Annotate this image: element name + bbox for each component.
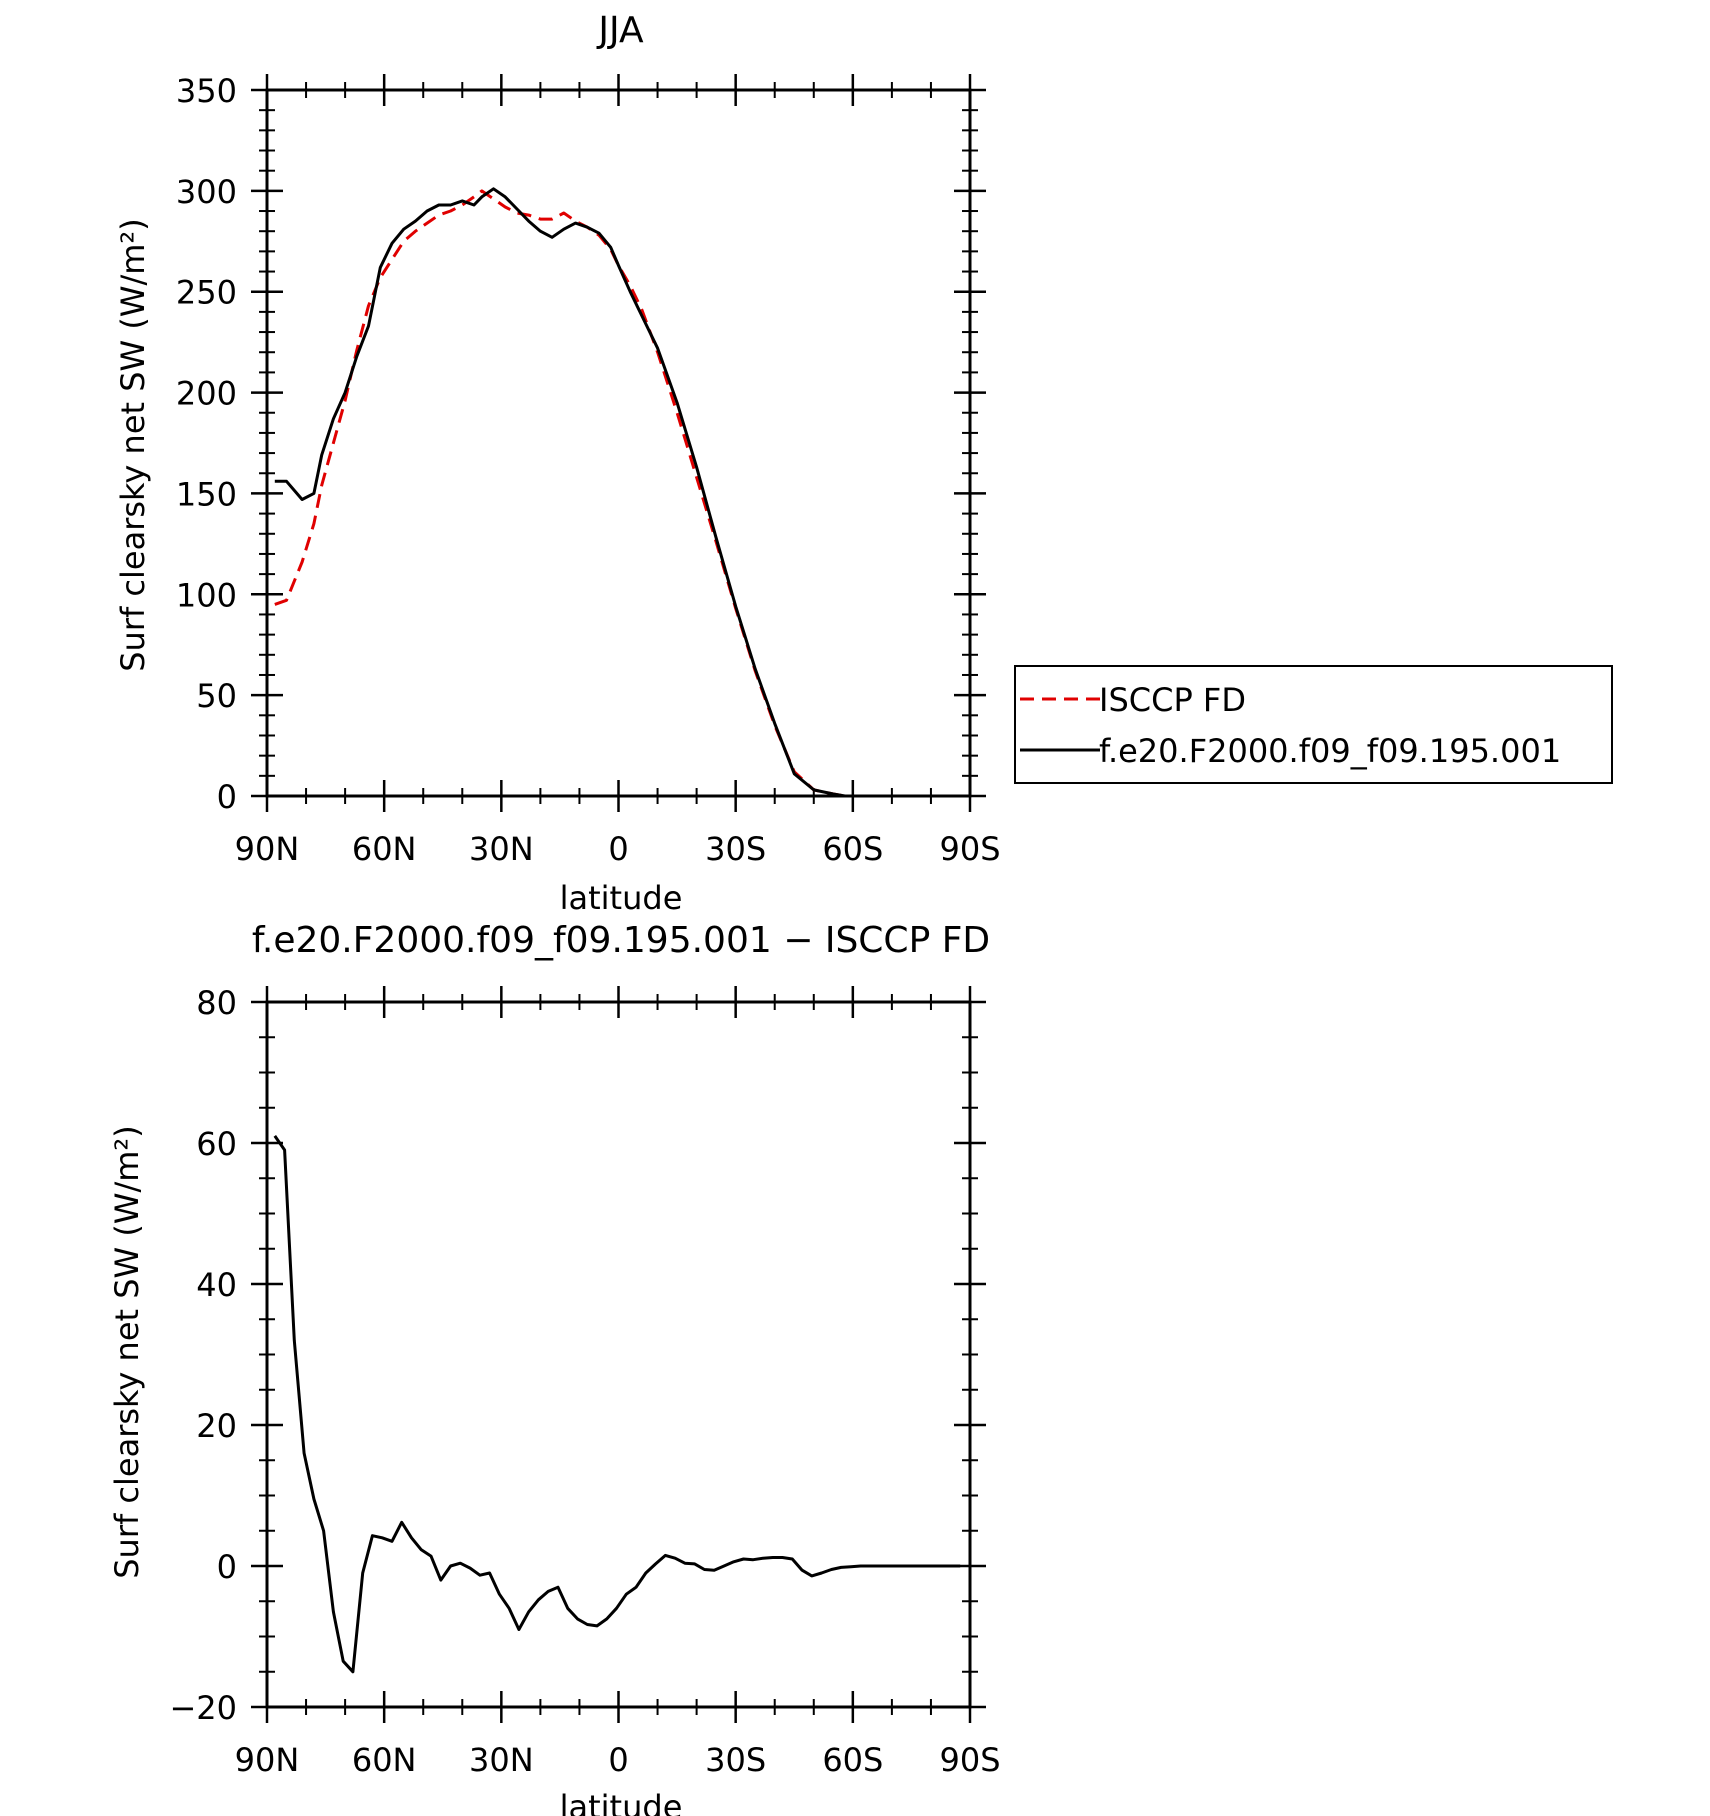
top-x-tick-label: 0: [608, 830, 628, 868]
legend-label-isccp: ISCCP FD: [1099, 681, 1246, 719]
top-y-axis-label: Surf clearsky net SW (W/m²): [114, 218, 152, 672]
top-ticks: 90N 60N 30N 0 30S 60S 90S 0 50 100 150 200 250 300 350: [176, 72, 1001, 868]
bottom-x-tick-label: 60N: [352, 1741, 417, 1779]
bottom-y-tick-label: 80: [196, 984, 237, 1022]
top-y-tick-label: 300: [176, 173, 237, 211]
top-series-lines: [274, 187, 963, 798]
bottom-y-tick-label: −20: [169, 1689, 237, 1727]
top-x-tick-label: 90N: [235, 830, 300, 868]
bottom-y-tick-label: 60: [196, 1125, 237, 1163]
bottom-plot-frame: [265, 1000, 972, 1709]
bottom-chart-title: f.e20.F2000.f09_f09.195.001 − ISCCP FD: [252, 920, 990, 961]
top-x-tick-label: 90S: [939, 830, 1000, 868]
top-y-tick-label: 200: [176, 375, 237, 413]
bottom-ticks: 90N 60N 30N 0 30S 60S 90S −20 0 20 40 60 80: [169, 984, 1000, 1779]
top-y-tick-label: 250: [176, 274, 237, 312]
bottom-y-tick-label: 40: [196, 1266, 237, 1304]
bottom-series-line-0: [273, 1135, 961, 1674]
top-y-tick-label: 150: [176, 475, 237, 513]
top-x-tick-label: 30S: [705, 830, 766, 868]
top-x-tick-label: 30N: [469, 830, 534, 868]
top-y-tick-label: 0: [217, 778, 237, 816]
legend: ISCCP FD f.e20.F2000.f09_f09.195.001: [1014, 665, 1613, 784]
bottom-y-tick-label: 0: [217, 1548, 237, 1586]
top-panel: JJA Surf clearsky net SW (W/m²) latitude…: [114, 10, 1001, 917]
top-plot-frame: [265, 88, 972, 798]
top-x-tick-label: 60N: [352, 830, 417, 868]
legend-label-model: f.e20.F2000.f09_f09.195.001: [1099, 732, 1561, 770]
top-x-tick-label: 60S: [822, 830, 883, 868]
top-y-tick-label: 350: [176, 72, 237, 110]
bottom-x-tick-label: 30S: [705, 1741, 766, 1779]
bottom-x-tick-label: 60S: [822, 1741, 883, 1779]
top-series-line-1: [274, 187, 963, 798]
bottom-x-axis-label: latitude: [560, 1788, 683, 1816]
top-y-tick-label: 100: [176, 576, 237, 614]
bottom-y-tick-label: 20: [196, 1407, 237, 1445]
bottom-x-tick-label: 0: [608, 1741, 628, 1779]
top-x-axis-label: latitude: [560, 879, 683, 917]
bottom-x-tick-label: 90S: [939, 1741, 1000, 1779]
bottom-series-lines: [273, 1135, 961, 1674]
bottom-panel: f.e20.F2000.f09_f09.195.001 − ISCCP FD S…: [108, 920, 1001, 1816]
top-y-tick-label: 50: [196, 677, 237, 715]
bottom-x-tick-label: 30N: [469, 1741, 534, 1779]
bottom-y-axis-label: Surf clearsky net SW (W/m²): [108, 1125, 146, 1579]
bottom-x-tick-label: 90N: [235, 1741, 300, 1779]
top-chart-title: JJA: [596, 10, 644, 51]
legend-box: [1014, 665, 1613, 784]
